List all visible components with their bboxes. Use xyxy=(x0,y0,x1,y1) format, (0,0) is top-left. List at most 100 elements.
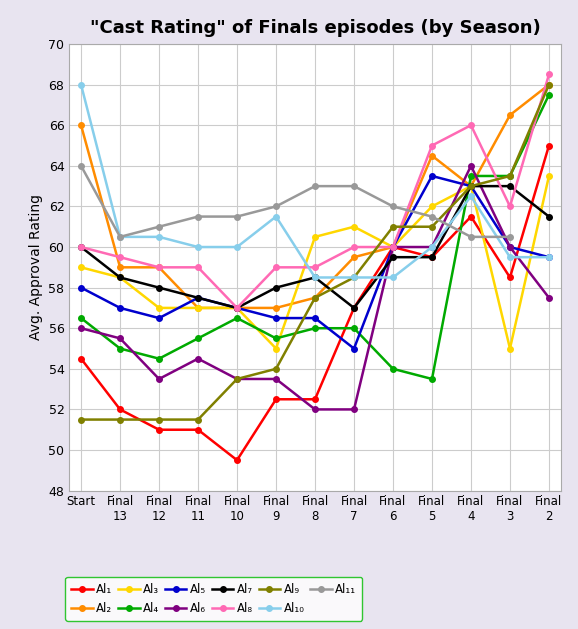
Al10 xyxy=(195,243,202,251)
Al9 xyxy=(117,416,124,423)
Al11 xyxy=(234,213,240,220)
Title: "Cast Rating" of Finals episodes (by Season): "Cast Rating" of Finals episodes (by Sea… xyxy=(90,19,540,37)
Al9 xyxy=(350,274,357,281)
Line: Al2: Al2 xyxy=(78,82,552,311)
Al1 xyxy=(312,396,318,403)
Al9 xyxy=(468,182,475,190)
Al6 xyxy=(546,294,553,301)
Al6 xyxy=(506,243,513,251)
Al1 xyxy=(155,426,162,433)
Al4 xyxy=(312,325,318,332)
Al9 xyxy=(390,223,397,230)
Al1 xyxy=(273,396,280,403)
Al11 xyxy=(428,213,435,220)
Al5 xyxy=(350,345,357,352)
Al10 xyxy=(546,253,553,261)
Line: Al6: Al6 xyxy=(78,163,552,412)
Al4 xyxy=(273,335,280,342)
Al1 xyxy=(428,253,435,261)
Al5 xyxy=(155,314,162,322)
Al3 xyxy=(77,264,84,271)
Al9 xyxy=(546,81,553,89)
Al7 xyxy=(273,284,280,291)
Al8 xyxy=(390,243,397,251)
Al11 xyxy=(117,233,124,241)
Al3 xyxy=(546,172,553,180)
Al7 xyxy=(155,284,162,291)
Al5 xyxy=(546,253,553,261)
Al10 xyxy=(273,213,280,220)
Al1 xyxy=(195,426,202,433)
Al4 xyxy=(546,91,553,99)
Al10 xyxy=(155,233,162,241)
Al2 xyxy=(390,243,397,251)
Al11 xyxy=(468,233,475,241)
Al3 xyxy=(155,304,162,312)
Al7 xyxy=(468,182,475,190)
Al6 xyxy=(312,406,318,413)
Al4 xyxy=(234,314,240,322)
Al11 xyxy=(390,203,397,210)
Al8 xyxy=(117,253,124,261)
Al2 xyxy=(117,264,124,271)
Al3 xyxy=(350,223,357,230)
Al6 xyxy=(468,162,475,170)
Al2 xyxy=(312,294,318,301)
Al2 xyxy=(77,121,84,129)
Al10 xyxy=(506,253,513,261)
Al10 xyxy=(468,192,475,200)
Al9 xyxy=(77,416,84,423)
Al9 xyxy=(273,365,280,372)
Legend: Al₁, Al₂, Al₃, Al₄, Al₅, Al₆, Al₇, Al₈, Al₉, Al₁₀, Al₁₁: Al₁, Al₂, Al₃, Al₄, Al₅, Al₆, Al₇, Al₈, … xyxy=(65,577,362,621)
Al8 xyxy=(155,264,162,271)
Al7 xyxy=(195,294,202,301)
Al5 xyxy=(390,243,397,251)
Al8 xyxy=(506,203,513,210)
Al5 xyxy=(77,284,84,291)
Al5 xyxy=(195,294,202,301)
Al7 xyxy=(506,182,513,190)
Al4 xyxy=(155,355,162,362)
Al2 xyxy=(506,111,513,119)
Al2 xyxy=(155,264,162,271)
Al9 xyxy=(506,172,513,180)
Al6 xyxy=(273,375,280,382)
Al7 xyxy=(546,213,553,220)
Al7 xyxy=(117,274,124,281)
Al8 xyxy=(468,121,475,129)
Al4 xyxy=(195,335,202,342)
Al1 xyxy=(234,457,240,464)
Al5 xyxy=(312,314,318,322)
Al4 xyxy=(506,172,513,180)
Al8 xyxy=(546,70,553,78)
Al9 xyxy=(312,294,318,301)
Al7 xyxy=(428,253,435,261)
Al6 xyxy=(117,335,124,342)
Al5 xyxy=(428,172,435,180)
Al3 xyxy=(312,233,318,241)
Al5 xyxy=(273,314,280,322)
Al2 xyxy=(546,81,553,89)
Y-axis label: Avg. Approval Rating: Avg. Approval Rating xyxy=(29,194,43,340)
Al9 xyxy=(428,223,435,230)
Line: Al10: Al10 xyxy=(78,82,552,281)
Al8 xyxy=(273,264,280,271)
Al9 xyxy=(195,416,202,423)
Al3 xyxy=(234,304,240,312)
Al5 xyxy=(506,243,513,251)
Al9 xyxy=(234,375,240,382)
Al6 xyxy=(77,325,84,332)
Al3 xyxy=(390,243,397,251)
Line: Al3: Al3 xyxy=(78,173,552,352)
Al10 xyxy=(234,243,240,251)
Al3 xyxy=(468,182,475,190)
Al4 xyxy=(428,375,435,382)
Al8 xyxy=(312,264,318,271)
Al10 xyxy=(117,233,124,241)
Line: Al4: Al4 xyxy=(78,92,552,382)
Al7 xyxy=(77,243,84,251)
Al11 xyxy=(506,233,513,241)
Line: Al11: Al11 xyxy=(78,163,513,240)
Al1 xyxy=(506,274,513,281)
Al3 xyxy=(273,345,280,352)
